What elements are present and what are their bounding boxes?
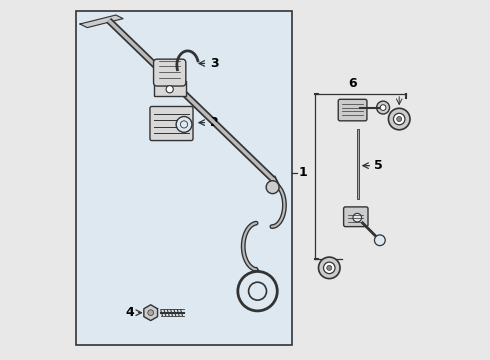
FancyBboxPatch shape <box>153 59 186 86</box>
Circle shape <box>166 86 173 93</box>
Text: 6: 6 <box>348 77 357 90</box>
FancyBboxPatch shape <box>338 99 367 121</box>
Polygon shape <box>144 305 157 320</box>
Polygon shape <box>80 15 123 28</box>
Circle shape <box>353 213 362 222</box>
FancyBboxPatch shape <box>343 207 368 226</box>
Circle shape <box>318 257 340 279</box>
Bar <box>76 12 292 345</box>
Text: 5: 5 <box>374 159 383 172</box>
Text: 2: 2 <box>210 116 219 129</box>
Circle shape <box>393 113 405 125</box>
Circle shape <box>397 117 402 122</box>
Text: 4: 4 <box>125 306 134 319</box>
Circle shape <box>266 181 279 194</box>
Circle shape <box>377 101 390 114</box>
Text: 1: 1 <box>299 166 308 179</box>
Text: 3: 3 <box>210 57 219 70</box>
Circle shape <box>323 262 335 274</box>
Circle shape <box>238 271 277 311</box>
Circle shape <box>148 310 153 316</box>
Circle shape <box>176 117 192 132</box>
Circle shape <box>180 121 188 128</box>
Circle shape <box>374 235 385 246</box>
Circle shape <box>327 265 332 270</box>
Circle shape <box>389 108 410 130</box>
Bar <box>153 81 186 96</box>
Circle shape <box>248 282 267 300</box>
FancyBboxPatch shape <box>150 107 193 140</box>
Circle shape <box>380 105 386 111</box>
